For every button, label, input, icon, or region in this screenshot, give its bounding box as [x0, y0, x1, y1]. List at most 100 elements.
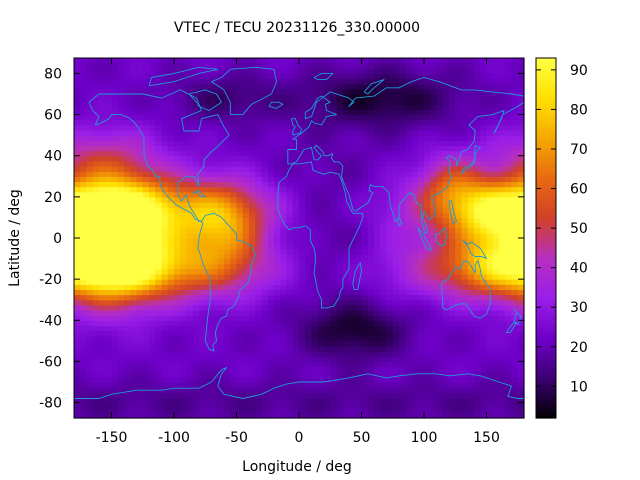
heatmap-cell [167, 356, 175, 363]
heatmap-cell [74, 304, 81, 311]
heatmap-cell [361, 78, 369, 85]
heatmap-cell [174, 202, 181, 208]
heatmap-cell [92, 130, 100, 136]
heatmap-cell [417, 294, 425, 301]
heatmap-cell [261, 382, 269, 388]
heatmap-cell [499, 248, 506, 255]
heatmap-cell [261, 135, 269, 141]
heatmap-cell [424, 88, 431, 95]
heatmap-cell [392, 356, 400, 363]
heatmap-cell [130, 294, 138, 301]
heatmap-cell [80, 150, 88, 157]
heatmap-cell [411, 335, 419, 342]
heatmap-cell [380, 412, 388, 419]
heatmap-cell [442, 217, 450, 224]
heatmap-cell [80, 68, 88, 75]
heatmap-cell [505, 387, 513, 393]
heatmap-cell [155, 258, 163, 265]
heatmap-cell [461, 351, 469, 357]
heatmap-cell [517, 294, 525, 301]
heatmap-cell [449, 212, 456, 219]
heatmap-cell [255, 186, 263, 193]
heatmap-cell [286, 63, 294, 69]
heatmap-cell [186, 387, 194, 393]
heatmap-cell [105, 274, 113, 280]
heatmap-cell [492, 402, 500, 409]
heatmap-cell [280, 227, 288, 234]
heatmap-cell [242, 150, 250, 157]
heatmap-cell [474, 294, 481, 301]
heatmap-cell [92, 315, 100, 321]
heatmap-cell [355, 258, 363, 265]
heatmap-cell [467, 99, 475, 105]
heatmap-cell [511, 371, 519, 378]
heatmap-cell [192, 63, 200, 69]
heatmap-cell [236, 104, 244, 111]
heatmap-cell [167, 160, 175, 167]
heatmap-cell [274, 160, 281, 167]
heatmap-cell [130, 135, 138, 141]
heatmap-cell [86, 166, 94, 172]
heatmap-cell [399, 78, 406, 85]
heatmap-cell [424, 258, 431, 265]
heatmap-cell [174, 88, 181, 95]
heatmap-cell [367, 109, 375, 116]
heatmap-cell [424, 274, 431, 280]
heatmap-cell [80, 299, 88, 306]
heatmap-cell [211, 376, 219, 383]
heatmap-cell [161, 268, 169, 275]
heatmap-cell [124, 274, 131, 280]
heatmap-cell [130, 181, 138, 188]
heatmap-cell [99, 351, 106, 357]
heatmap-cell [486, 104, 494, 111]
heatmap-cell [486, 356, 494, 363]
heatmap-cell [424, 140, 431, 147]
heatmap-cell [174, 346, 181, 352]
heatmap-cell [261, 130, 269, 136]
heatmap-cell [411, 238, 419, 244]
heatmap-cell [405, 160, 413, 167]
heatmap-cell [267, 160, 275, 167]
heatmap-cell [280, 150, 288, 157]
heatmap-cell [486, 340, 494, 347]
heatmap-cell [405, 166, 413, 172]
heatmap-cell [461, 124, 469, 131]
heatmap-cell [324, 155, 331, 162]
heatmap-cell [174, 289, 181, 296]
heatmap-cell [136, 104, 144, 111]
heatmap-cell [292, 63, 300, 69]
heatmap-cell [136, 109, 144, 116]
heatmap-cell [299, 186, 306, 193]
heatmap-cell [180, 392, 188, 399]
heatmap-cell [480, 320, 488, 327]
heatmap-cell [242, 63, 250, 69]
heatmap-cell [305, 371, 313, 378]
heatmap-cell [380, 130, 388, 136]
heatmap-cell [424, 294, 431, 301]
heatmap-cell [199, 114, 206, 121]
heatmap-cell [492, 94, 500, 100]
heatmap-cell [342, 382, 350, 388]
heatmap-cell [517, 166, 525, 172]
heatmap-cell [380, 263, 388, 270]
heatmap-cell [349, 222, 356, 229]
heatmap-cell [374, 124, 381, 131]
heatmap-cell [136, 155, 144, 162]
heatmap-cell [336, 109, 344, 116]
heatmap-cell [324, 315, 331, 321]
heatmap-cell [492, 88, 500, 95]
heatmap-cell [211, 279, 219, 285]
heatmap-cell [111, 310, 119, 316]
heatmap-cell [130, 279, 138, 285]
heatmap-cell [324, 68, 331, 75]
heatmap-cell [130, 402, 138, 409]
heatmap-cell [374, 320, 381, 327]
heatmap-cell [224, 253, 231, 260]
heatmap-cell [380, 376, 388, 383]
heatmap-cell [261, 207, 269, 213]
heatmap-cell [174, 217, 181, 224]
heatmap-cell [217, 376, 225, 383]
heatmap-cell [392, 258, 400, 265]
heatmap-cell [155, 207, 163, 213]
heatmap-cell [386, 109, 394, 116]
